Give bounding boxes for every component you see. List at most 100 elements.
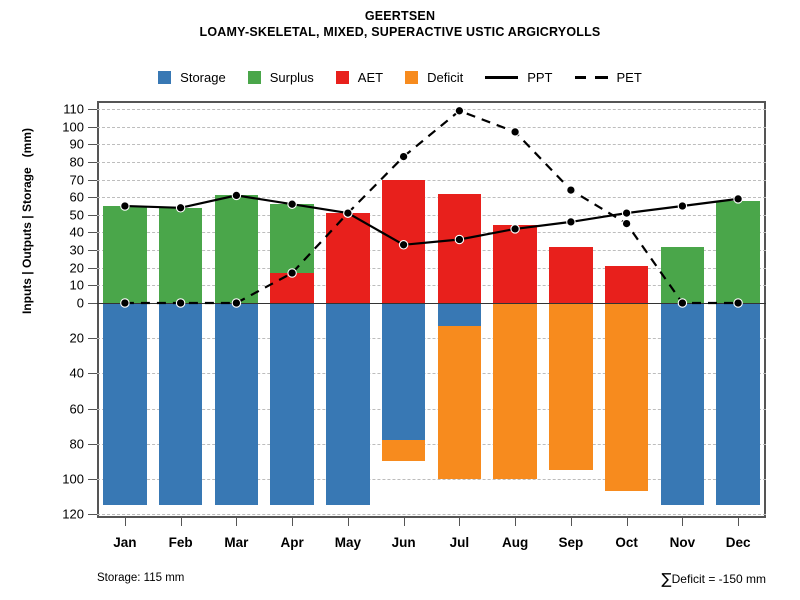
gridline xyxy=(97,179,766,181)
legend-item-deficit[interactable]: Deficit xyxy=(405,70,463,85)
bar-storage-dec xyxy=(716,303,760,506)
legend-item-pet[interactable]: PET xyxy=(574,70,642,85)
y-axis-tick-label: 40 xyxy=(69,365,84,381)
bar-surplus-nov xyxy=(660,246,705,303)
x-axis-label-dec: Dec xyxy=(725,535,751,550)
gridline xyxy=(97,373,766,375)
y-axis-tick xyxy=(88,303,97,304)
sigma-icon: ∑ xyxy=(661,570,672,588)
y-axis-tick-label: 100 xyxy=(62,119,84,135)
legend-label: Deficit xyxy=(427,70,464,85)
bar-aet-aug xyxy=(493,225,537,303)
x-axis-tick xyxy=(626,518,628,526)
bar-surplus-mar xyxy=(214,195,259,303)
gridline xyxy=(97,408,766,410)
x-axis-tick xyxy=(180,518,182,526)
y-axis-tick-label: 90 xyxy=(69,136,84,152)
legend-label: PPT xyxy=(527,70,553,85)
y-axis-tick xyxy=(88,443,97,445)
bar-surplus-apr xyxy=(270,204,314,274)
x-axis-tick xyxy=(459,518,461,526)
gridline xyxy=(97,109,766,110)
bar-aet-jul xyxy=(437,193,482,303)
gridline xyxy=(97,443,766,445)
y-axis-tick xyxy=(88,338,97,340)
total-deficit-note: ∑Deficit = -150 mm xyxy=(662,570,766,588)
x-axis-label-sep: Sep xyxy=(558,535,584,550)
legend-label: Surplus xyxy=(269,70,314,85)
y-axis-tick xyxy=(88,232,97,234)
square-swatch-icon xyxy=(335,71,349,84)
x-axis-tick xyxy=(347,518,349,526)
square-swatch-icon xyxy=(247,71,261,84)
bar-deficit-aug xyxy=(493,303,537,479)
y-axis-tick-label: 60 xyxy=(69,189,84,205)
bar-surplus-feb xyxy=(158,207,203,303)
y-axis-tick xyxy=(88,109,97,110)
bar-deficit-oct xyxy=(604,303,649,492)
x-axis-tick xyxy=(738,518,740,526)
y-axis-tick-label: 20 xyxy=(69,330,84,346)
y-axis-tick xyxy=(88,373,97,375)
gridline xyxy=(97,161,766,163)
x-axis-label-may: May xyxy=(334,535,361,550)
y-axis-tick xyxy=(88,478,97,480)
bar-aet-may xyxy=(326,213,370,303)
y-axis-tick xyxy=(88,285,97,287)
bar-storage-jan xyxy=(103,303,147,506)
bar-deficit-jun xyxy=(381,440,426,462)
chart-legend: Storage Surplus AET Deficit PPT PET xyxy=(0,70,800,85)
bar-deficit-sep xyxy=(549,303,593,471)
x-axis-tick xyxy=(515,518,517,526)
legend-label: PET xyxy=(616,70,642,85)
y-axis-tick xyxy=(88,126,97,128)
bar-storage-may xyxy=(326,303,370,506)
y-axis-tick xyxy=(88,161,97,163)
y-axis-tick-label: 40 xyxy=(69,224,84,240)
x-axis-label-oct: Oct xyxy=(615,535,638,550)
y-axis-tick xyxy=(88,514,97,515)
y-axis-tick xyxy=(88,144,97,146)
x-axis-tick xyxy=(403,518,405,526)
y-axis-tick-label: 30 xyxy=(69,242,84,258)
y-axis-tick-label: 10 xyxy=(69,277,84,293)
title-line-2: LOAMY-SKELETAL, MIXED, SUPERACTIVE USTIC… xyxy=(199,25,601,39)
legend-label: AET xyxy=(357,70,384,85)
bar-surplus-dec xyxy=(716,200,760,303)
bar-storage-jul xyxy=(437,303,482,326)
x-axis-label-nov: Nov xyxy=(669,535,696,550)
gridline xyxy=(97,197,766,199)
y-axis-tick xyxy=(88,197,97,199)
x-axis-label-jan: Jan xyxy=(113,535,137,550)
y-axis-tick-label: 70 xyxy=(69,172,84,188)
bar-aet-jun xyxy=(381,179,426,303)
bar-aet-apr xyxy=(270,273,314,303)
legend-label: Storage xyxy=(180,70,226,85)
legend-item-surplus[interactable]: Surplus xyxy=(247,70,314,85)
x-axis-label-feb: Feb xyxy=(168,535,193,550)
legend-item-storage[interactable]: Storage xyxy=(158,70,226,85)
x-axis-label-jul: Jul xyxy=(449,535,470,550)
square-swatch-icon xyxy=(158,71,172,84)
x-axis-tick xyxy=(124,518,126,526)
legend-item-aet[interactable]: AET xyxy=(335,70,384,85)
y-axis-tick-label: 20 xyxy=(69,260,84,276)
gridline xyxy=(97,478,766,480)
gridline xyxy=(97,126,766,128)
bar-aet-sep xyxy=(549,246,593,303)
bar-surplus-jan xyxy=(103,206,147,303)
legend-item-ppt[interactable]: PPT xyxy=(485,70,553,85)
x-axis-label-apr: Apr xyxy=(280,535,304,550)
bar-deficit-jul xyxy=(437,325,482,479)
x-axis-tick xyxy=(292,518,294,526)
bar-aet-oct xyxy=(604,265,649,303)
y-axis-tick-label: 120 xyxy=(62,506,84,522)
y-axis-tick-label: 80 xyxy=(69,436,84,452)
total-deficit-text: Deficit = -150 mm xyxy=(671,572,766,586)
gridline xyxy=(97,338,766,340)
y-axis-tick xyxy=(88,179,97,181)
x-axis-tick xyxy=(570,518,572,526)
x-axis-label-aug: Aug xyxy=(502,535,529,550)
bar-storage-apr xyxy=(270,303,314,506)
